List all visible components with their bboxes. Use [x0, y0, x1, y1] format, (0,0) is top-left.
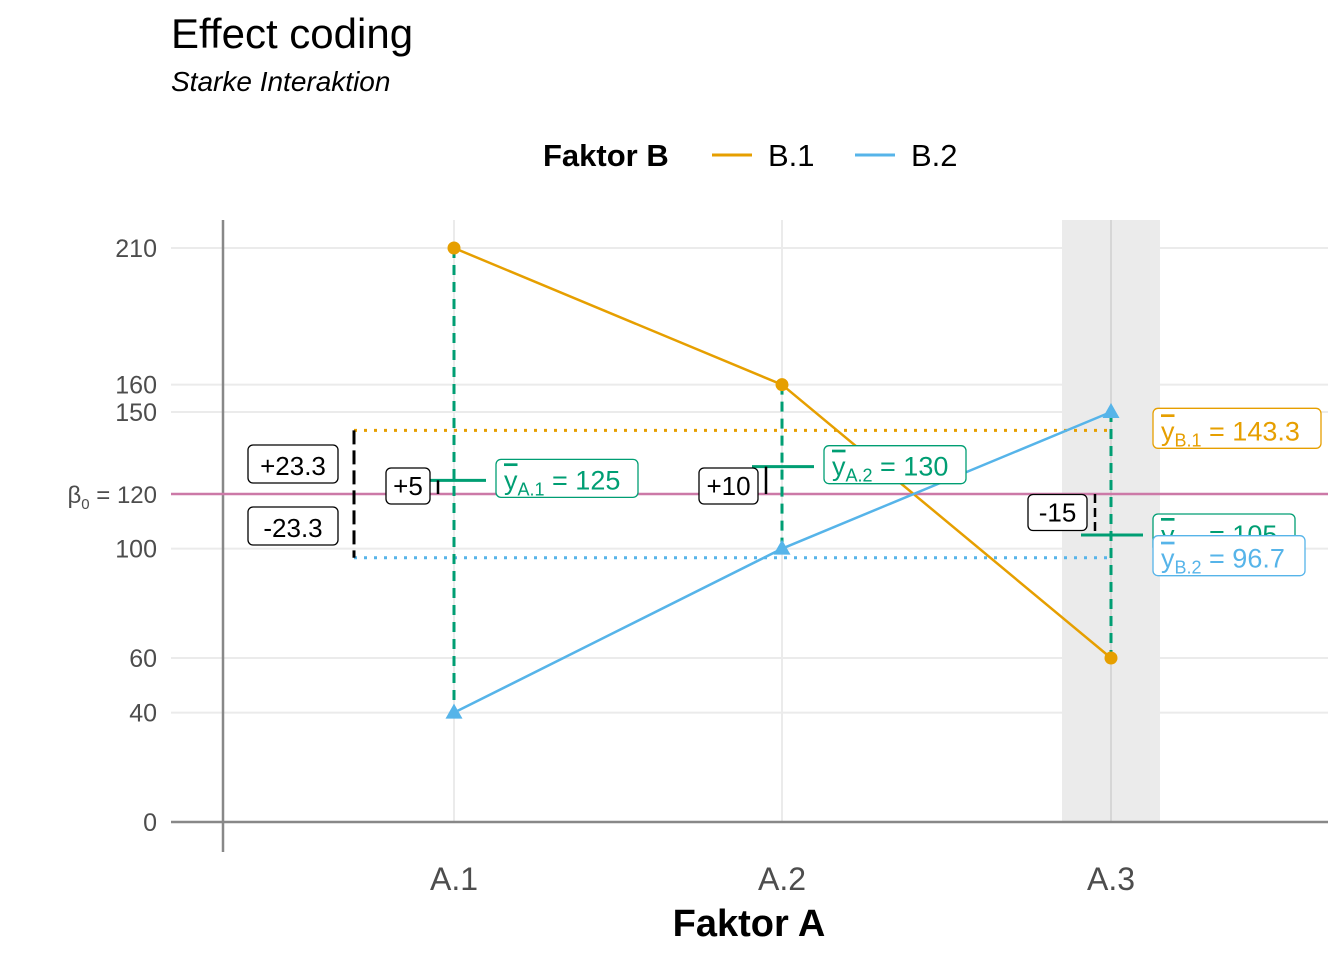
point-b2-a1 [445, 703, 463, 719]
legend-label-b1: B.1 [768, 138, 815, 173]
factor-b-mean-text-1: yB.1 = 143.3 [1161, 416, 1300, 450]
effect-a-text-1: +5 [393, 471, 423, 501]
y-tick-label-60: 60 [129, 645, 157, 673]
y-tick-label-160: 160 [115, 372, 157, 400]
chart-title: Effect coding [171, 10, 414, 57]
y-tick-label-150: 150 [115, 399, 157, 427]
x-axis-title: Faktor A [673, 903, 826, 945]
factor-b-mean-label-2: yB.2 = 96.7 [1152, 535, 1306, 578]
x-tick-label-a3: A.3 [1087, 861, 1135, 897]
chart-subtitle: Starke Interaktion [171, 66, 391, 97]
y-tick-label-100: 100 [115, 536, 157, 564]
effect-a-label-2-box [698, 467, 759, 505]
x-tick-label-a2: A.2 [758, 861, 806, 897]
factor-b-mean-label-1-box [1152, 407, 1322, 449]
effect-a-label-3: -15 [1027, 493, 1088, 532]
point-b1-a3 [1104, 651, 1118, 665]
factor-a-mean-text-1: yA.1 = 125 [504, 465, 620, 499]
effects-layer [352, 430, 1143, 558]
factor-b-mean-label-2-box [1152, 535, 1306, 577]
beta0-label: β0 = 120 [67, 482, 157, 513]
legend-title: Faktor B [543, 138, 669, 173]
y-tick-label-210: 210 [115, 235, 157, 263]
factor-b-mean-label-1: yB.1 = 143.3 [1152, 407, 1322, 450]
y-tick-label-40: 40 [129, 700, 157, 728]
effect-b-text-2: -23.3 [263, 513, 322, 543]
effect-b-label-2: -23.3 [247, 506, 339, 546]
y-tick-label-0: 0 [143, 809, 157, 837]
effect-a-label-2: +10 [698, 467, 759, 505]
x-tick-label-a1: A.1 [430, 861, 478, 897]
legend-label-b2: B.2 [911, 138, 958, 173]
factor-a-mean-label-2: yA.2 = 130 [823, 445, 967, 486]
point-b2-a2 [773, 539, 791, 555]
factor-a-mean-label-2-box [823, 445, 967, 485]
effect-a-label-3-box [1027, 493, 1088, 532]
effect-a-label-1-box [385, 467, 431, 505]
effect-a-text-3: -15 [1039, 498, 1077, 528]
factor-a-mean-label-1: yA.1 = 125 [495, 458, 639, 499]
effect-a-text-2: +10 [706, 471, 750, 501]
point-b2-a3 [1102, 403, 1120, 419]
factor-a-mean-text-2: yA.2 = 130 [832, 452, 948, 486]
effect-b-text-1: +23.3 [260, 451, 326, 481]
effect-b-label-1-box [247, 444, 339, 484]
legend: Faktor B B.1 B.2 [543, 138, 958, 173]
factor-b-mean-text-2: yB.2 = 96.7 [1161, 544, 1285, 578]
series-layer [445, 241, 1120, 719]
effect-b-label-1: +23.3 [247, 444, 339, 484]
point-b1-a2 [775, 378, 789, 392]
effect-a-label-1: +5 [385, 467, 431, 505]
effect-b-label-2-box [247, 506, 339, 546]
point-b1-a1 [447, 241, 461, 255]
factor-a-mean-label-1-box [495, 458, 639, 498]
